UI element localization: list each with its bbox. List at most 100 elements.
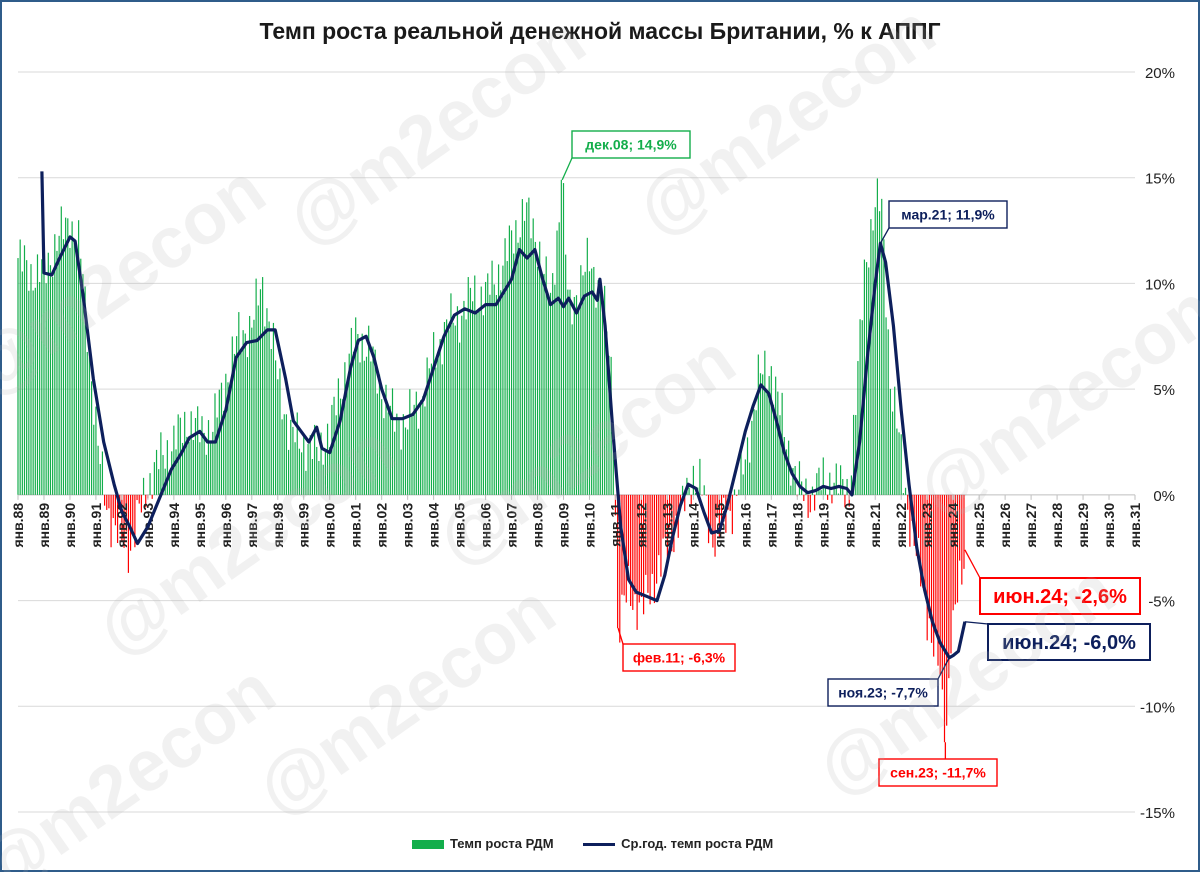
bar — [714, 494, 716, 557]
bar — [316, 446, 318, 495]
bar — [502, 265, 504, 495]
bar — [580, 265, 582, 495]
bar — [190, 411, 192, 495]
bar — [201, 416, 203, 495]
bar — [249, 315, 251, 495]
bar — [292, 426, 294, 495]
x-tick-label: янв.92 — [114, 503, 130, 548]
bar — [474, 275, 476, 495]
bar — [433, 332, 435, 495]
bar — [504, 238, 506, 495]
x-tick-label: янв.04 — [426, 503, 442, 548]
bar — [361, 333, 363, 495]
bar — [251, 327, 253, 495]
bar — [710, 494, 712, 527]
bar — [922, 494, 924, 588]
bar — [197, 406, 199, 495]
bar — [508, 225, 510, 495]
bar — [846, 478, 848, 495]
bar — [764, 350, 766, 495]
bar — [521, 199, 523, 495]
bar — [712, 494, 714, 548]
bar — [740, 448, 742, 495]
bar — [658, 494, 660, 556]
bar — [902, 493, 904, 495]
bar — [517, 242, 519, 495]
bar — [484, 281, 487, 495]
bar — [495, 295, 498, 495]
bar — [91, 381, 93, 495]
bar — [491, 260, 493, 495]
bar — [97, 445, 99, 495]
bar — [359, 362, 361, 495]
bar — [894, 386, 896, 495]
bar — [281, 419, 283, 495]
x-tick-label: янв.17 — [763, 503, 779, 548]
bar — [214, 393, 216, 495]
avg-line — [40, 171, 967, 660]
bar — [153, 462, 155, 495]
bar — [941, 494, 943, 690]
bar — [526, 202, 528, 495]
bar — [448, 330, 450, 495]
x-tick-label: янв.88 — [10, 503, 26, 548]
bar — [595, 307, 597, 495]
bar — [822, 457, 824, 495]
bar — [56, 250, 58, 495]
bar — [396, 413, 398, 495]
bar — [753, 409, 755, 495]
x-tick-label: янв.21 — [867, 503, 883, 548]
bar — [67, 218, 69, 495]
callout-pointer — [617, 627, 624, 645]
bar — [723, 494, 725, 498]
x-tick-label: янв.14 — [685, 503, 701, 548]
bar — [532, 218, 534, 495]
bar — [34, 287, 36, 495]
bar — [296, 412, 298, 495]
bar — [43, 251, 45, 495]
bar — [506, 261, 508, 495]
bar — [948, 494, 950, 679]
bar — [443, 322, 446, 495]
bar — [129, 494, 132, 551]
bar — [210, 442, 212, 495]
bar — [816, 473, 818, 495]
bar — [489, 294, 491, 495]
bar — [809, 494, 811, 513]
bar — [329, 447, 331, 495]
bar — [798, 461, 801, 495]
bar — [426, 357, 428, 495]
bar — [223, 410, 225, 495]
bar — [874, 207, 876, 495]
bar — [515, 220, 517, 495]
bar — [272, 322, 275, 495]
bar — [465, 319, 467, 495]
bar — [638, 494, 640, 603]
bar — [127, 494, 129, 573]
x-tick-label: янв.06 — [478, 503, 494, 548]
annotations: дек.08; 14,9% мар.21; 11,9% фев.11; -6,3% н… — [561, 130, 1151, 787]
bar — [320, 432, 322, 495]
x-tick-label: янв.09 — [556, 503, 572, 548]
bar — [82, 274, 84, 495]
bar — [58, 235, 60, 495]
bar — [539, 241, 541, 495]
bar — [859, 319, 861, 495]
bar — [736, 494, 738, 496]
y-tick-label: -10% — [1140, 699, 1175, 716]
bar — [478, 308, 480, 495]
bar — [322, 464, 324, 495]
bar — [891, 411, 894, 495]
bar — [238, 312, 240, 495]
bar — [41, 259, 43, 495]
bar — [729, 494, 731, 511]
bar — [930, 494, 933, 643]
bar — [145, 494, 147, 508]
bar — [482, 315, 485, 495]
callout-box — [987, 623, 1151, 661]
bar — [528, 197, 530, 495]
bar — [573, 296, 575, 495]
bar — [536, 266, 539, 495]
bar — [175, 449, 177, 495]
bar — [463, 300, 465, 495]
